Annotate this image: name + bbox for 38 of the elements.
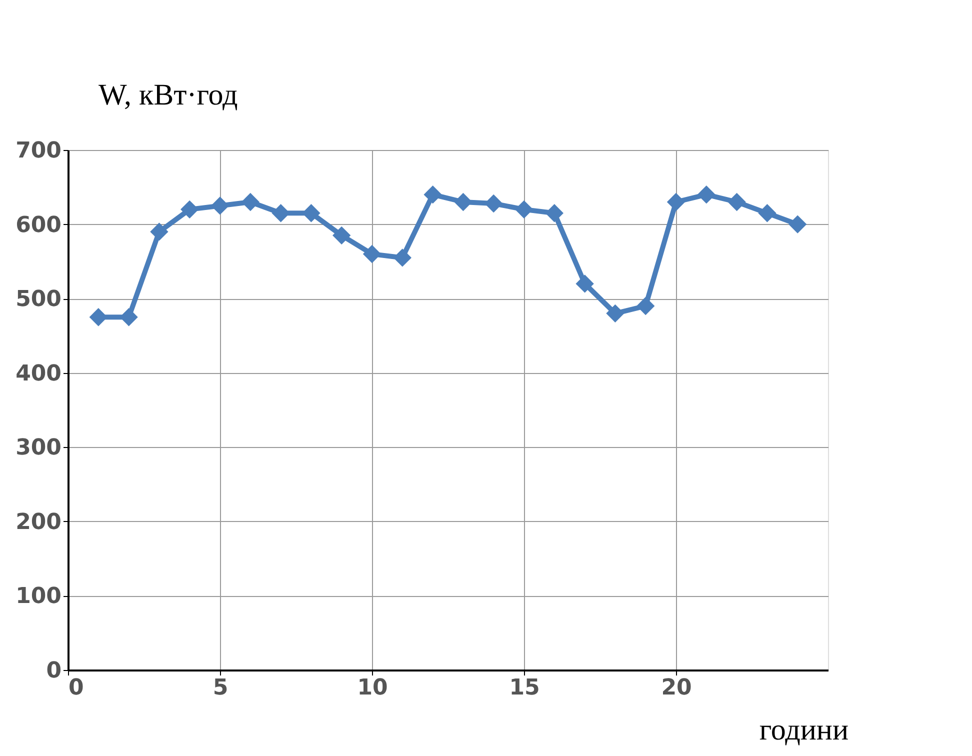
x-tick-label: 15 — [509, 676, 540, 700]
point — [332, 226, 351, 245]
point — [484, 194, 503, 213]
x-tick-label: 20 — [661, 676, 692, 700]
x-axis-title: години — [759, 714, 848, 746]
point — [758, 204, 776, 222]
y-tick-label: 100 — [16, 584, 62, 610]
point — [606, 304, 624, 323]
y-tick-label: 300 — [16, 436, 62, 461]
x-tick-label: 0 — [68, 676, 84, 700]
y-tick-label: 500 — [16, 287, 62, 312]
point — [666, 192, 686, 212]
point — [362, 244, 382, 264]
point — [728, 192, 746, 212]
point — [545, 204, 564, 222]
point — [210, 196, 230, 215]
y-tick-label: 400 — [16, 361, 62, 386]
y-tick-label: 0 — [46, 658, 62, 684]
point — [180, 200, 199, 219]
point — [576, 274, 594, 293]
y-tick-label: 200 — [16, 510, 62, 535]
point — [393, 248, 412, 267]
point — [89, 308, 108, 326]
y-tick-label: 700 — [16, 138, 62, 164]
x-tick-label: 5 — [212, 676, 228, 700]
point — [514, 200, 534, 219]
point — [424, 185, 442, 204]
point — [697, 185, 716, 204]
point — [150, 222, 168, 241]
x-tick-label: 10 — [357, 676, 388, 700]
point — [241, 192, 260, 212]
point — [454, 192, 472, 212]
y-axis-title: W, кВт·год — [98, 78, 238, 112]
point — [272, 204, 290, 222]
point — [788, 215, 807, 234]
point — [636, 296, 655, 316]
y-tick-label: 600 — [16, 212, 62, 238]
point — [302, 204, 320, 222]
